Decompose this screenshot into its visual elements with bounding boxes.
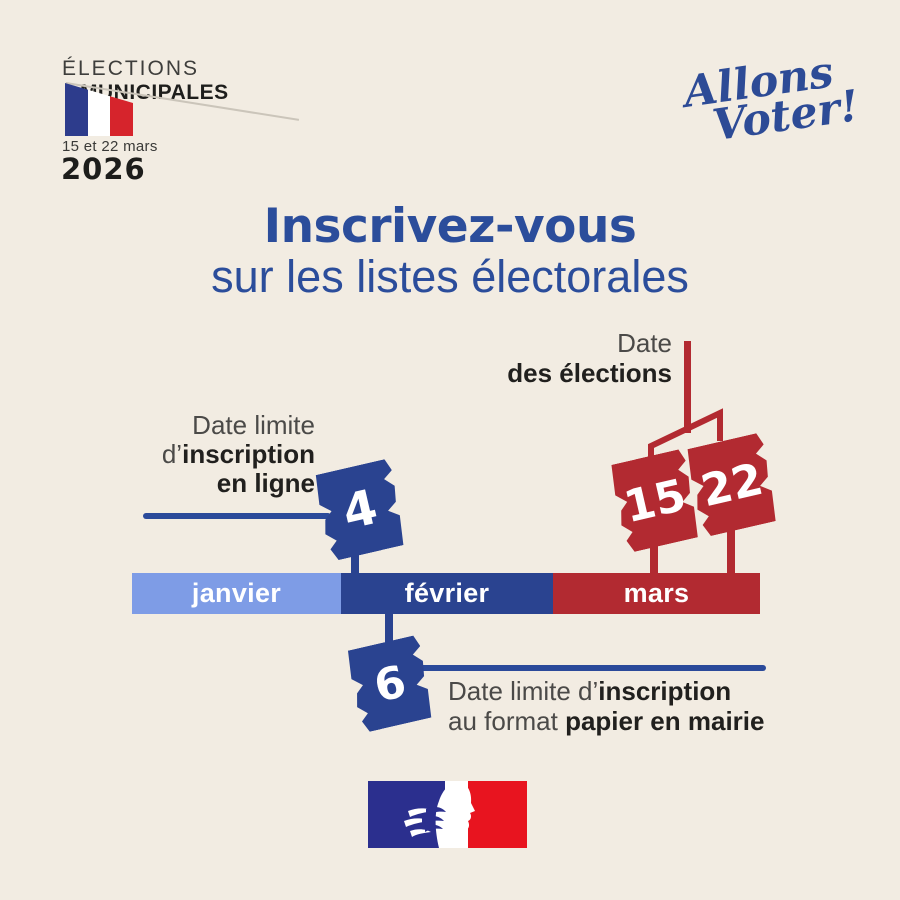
month-segment-mars: mars (553, 573, 760, 614)
stem-marker-15 (650, 536, 658, 576)
month-segment-janvier: janvier (132, 573, 341, 614)
marker-date-6-fevrier: 6 (344, 635, 437, 734)
page-title-line2: sur les listes électorales (211, 251, 689, 302)
stem-marker-22 (727, 522, 735, 576)
brand-kicker: ÉLECTIONS (62, 57, 200, 80)
label-paper-deadline: Date limite d’inscription au format papi… (448, 676, 765, 736)
brand-year: 2026 (61, 152, 146, 186)
marianne-profile (435, 781, 475, 848)
label-election-dates: Date des élections (507, 328, 672, 388)
connector-line-online (143, 513, 331, 519)
timeline-bar: janvier février mars (132, 573, 760, 614)
marker-date-4-fevrier: 4 (311, 458, 409, 562)
connector-line-paper (420, 665, 766, 671)
page-title-line1: Inscrivez-vous (263, 199, 637, 254)
stem-marker-6 (385, 614, 393, 650)
slogan-allons-voter: Allons Voter! (681, 47, 862, 151)
brand-kicker-bold: MUNICIPALES (80, 81, 229, 104)
stem-marker-4 (351, 542, 359, 576)
label-online-deadline: Date limite d’inscription en ligne (161, 410, 315, 498)
marianne-logo-icon (368, 781, 527, 848)
month-segment-fevrier: février (341, 573, 553, 614)
connector-line-elections (684, 341, 691, 433)
french-flag-icon (65, 83, 133, 136)
brand-dates: 15 et 22 mars (62, 138, 158, 155)
